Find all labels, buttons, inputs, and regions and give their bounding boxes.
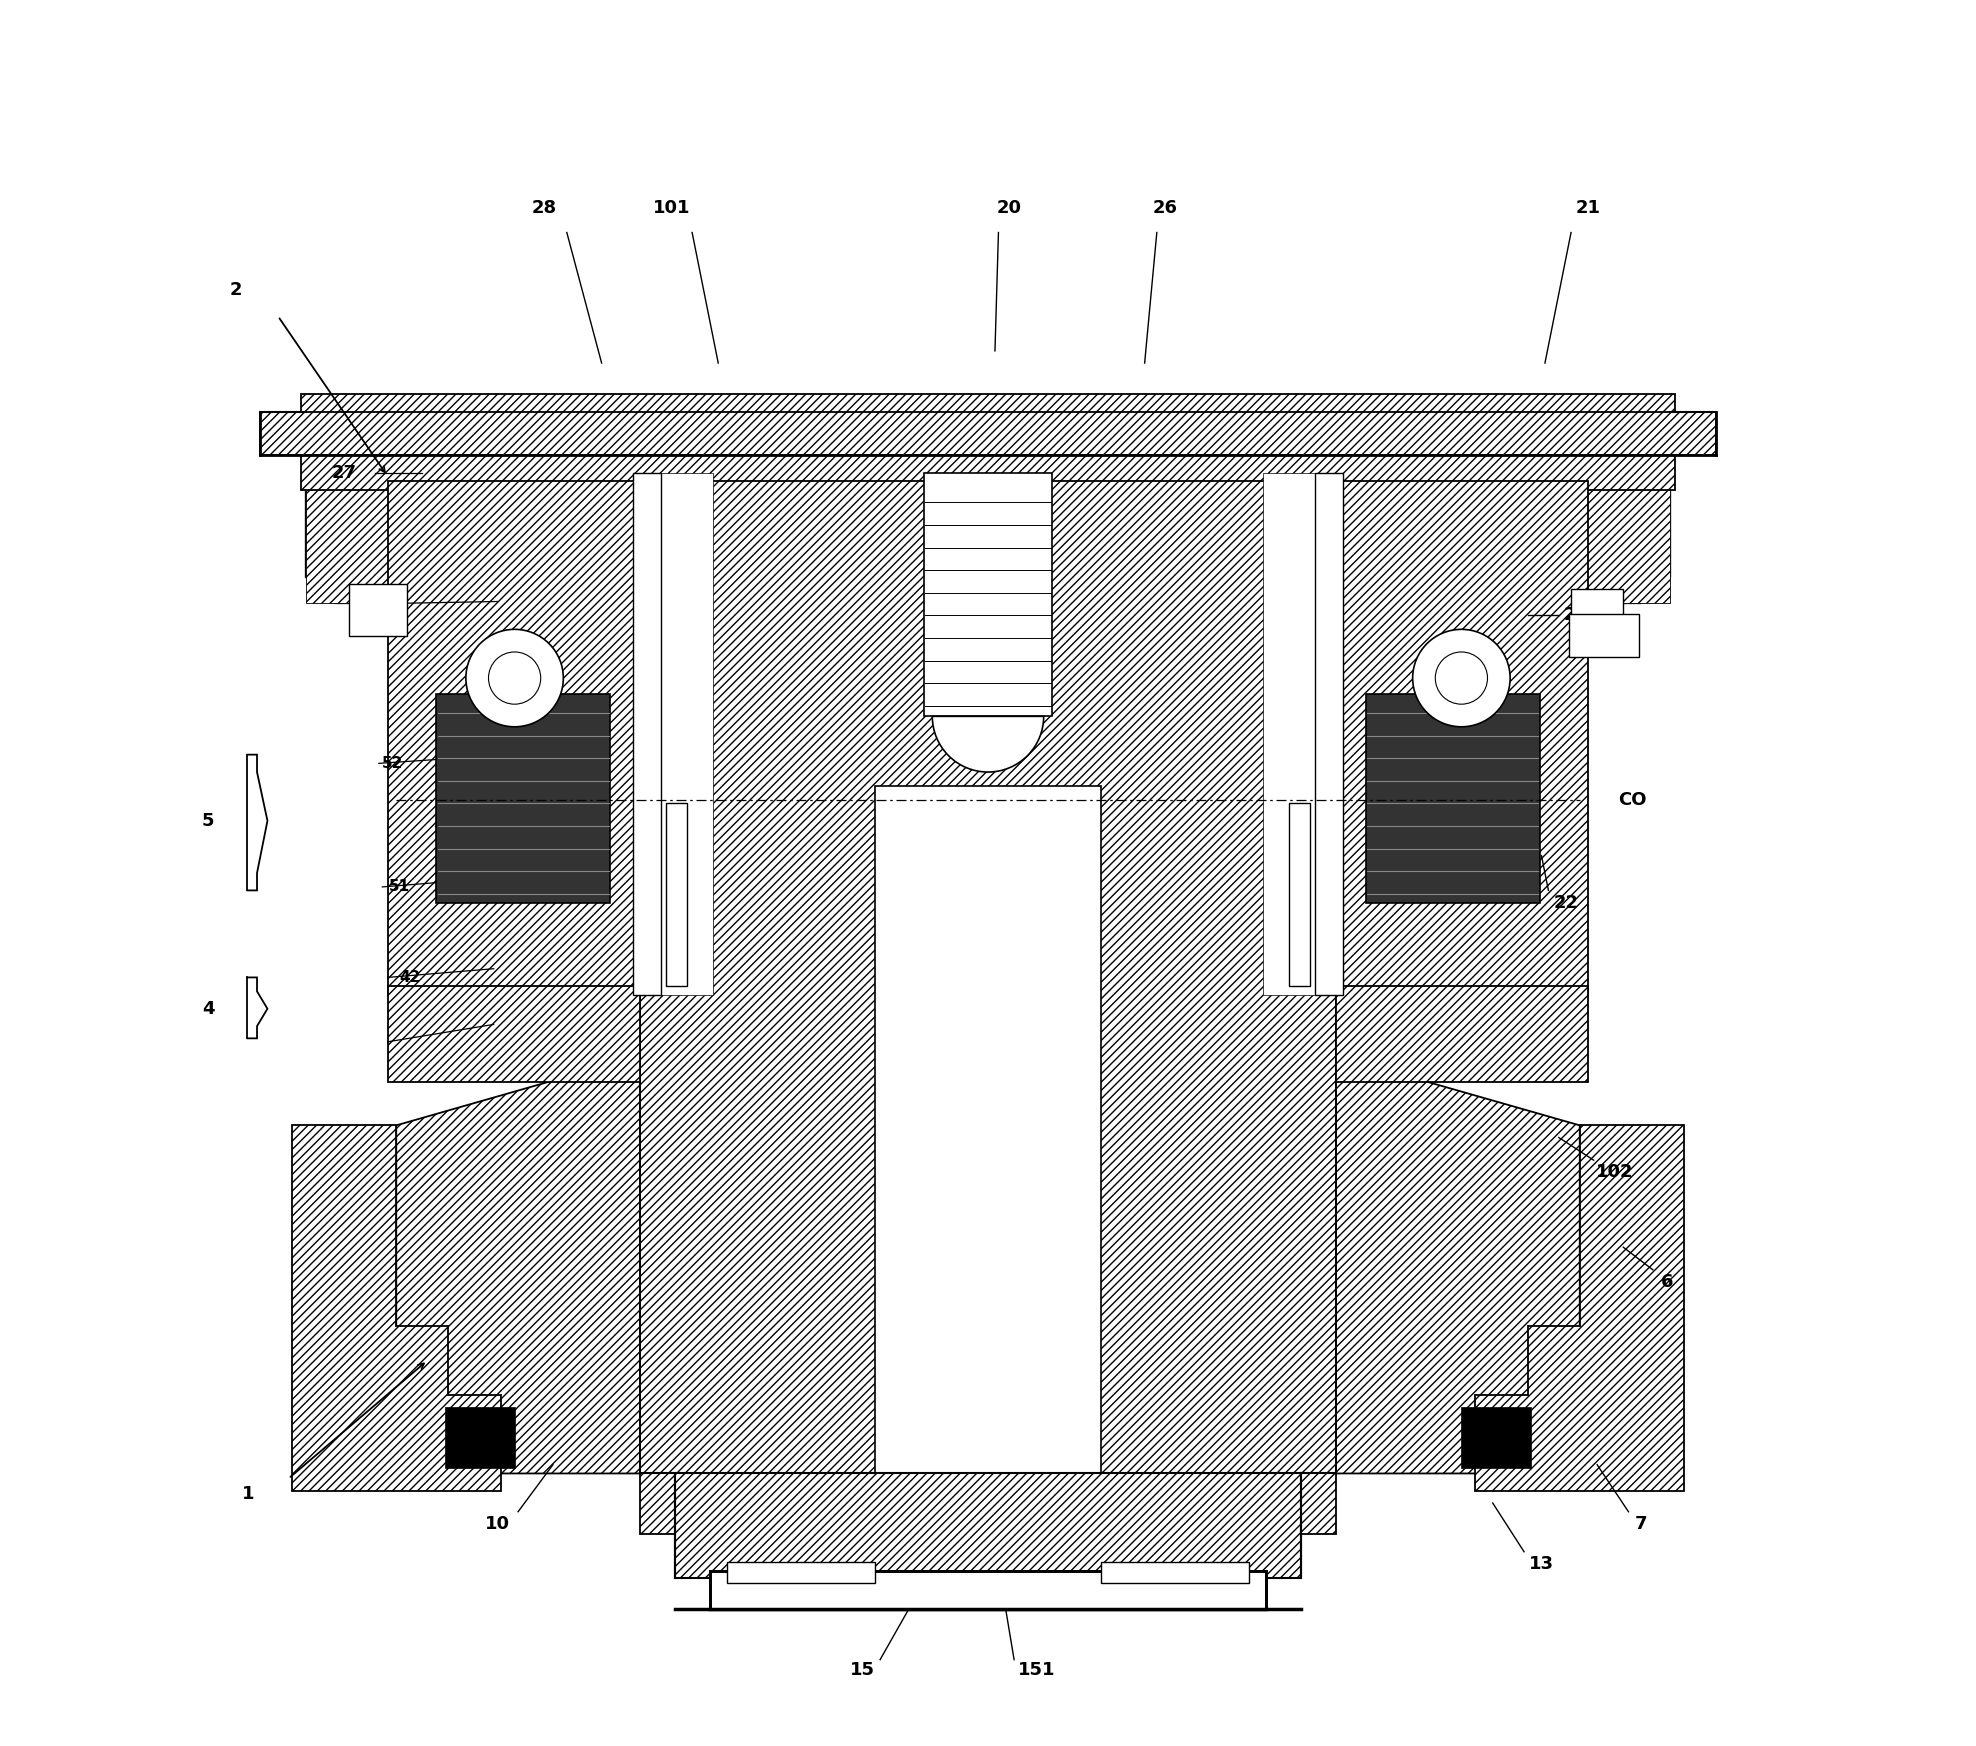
Bar [350, 585, 407, 636]
Bar [300, 395, 1676, 491]
Text: 20: 20 [996, 199, 1022, 217]
Text: 22: 22 [1553, 894, 1579, 911]
Bar [875, 786, 1101, 1535]
Text: 54: 54 [441, 819, 462, 833]
Bar [387, 986, 640, 1083]
Text: 42: 42 [399, 971, 421, 985]
Text: 10: 10 [484, 1516, 510, 1533]
Bar [632, 473, 660, 995]
Bar [666, 803, 688, 986]
Text: 101: 101 [652, 199, 690, 217]
Bar [1101, 1563, 1249, 1584]
Bar [306, 491, 1670, 602]
Text: 102: 102 [1597, 1163, 1634, 1182]
Text: 27: 27 [332, 464, 356, 482]
Circle shape [1435, 651, 1488, 704]
Bar [445, 1407, 514, 1468]
Bar [1263, 473, 1316, 995]
Text: 25: 25 [976, 1303, 1000, 1320]
Bar [1288, 803, 1310, 986]
Text: 12: 12 [368, 595, 389, 611]
Bar [640, 482, 1336, 1535]
Text: 4: 4 [202, 1000, 215, 1018]
Bar [1336, 986, 1589, 1083]
Text: 15: 15 [850, 1660, 875, 1680]
Text: 13: 13 [1529, 1556, 1553, 1573]
Wedge shape [933, 716, 1043, 772]
Bar [1571, 590, 1622, 632]
Bar [354, 590, 405, 632]
Text: 23: 23 [1563, 606, 1589, 625]
Bar [709, 1571, 1267, 1610]
Polygon shape [1476, 1126, 1684, 1491]
Bar [1462, 1407, 1531, 1468]
Bar [1365, 693, 1539, 903]
Bar [261, 412, 1715, 456]
Text: 41: 41 [399, 1034, 421, 1049]
Polygon shape [306, 491, 1670, 602]
Bar [1316, 473, 1344, 995]
Text: 52: 52 [381, 756, 403, 770]
Text: 5: 5 [202, 812, 215, 829]
Text: 28: 28 [532, 199, 557, 217]
Text: 151: 151 [1018, 1660, 1055, 1680]
Polygon shape [397, 1056, 640, 1474]
Text: 7: 7 [1634, 1516, 1646, 1533]
Bar [674, 1474, 1302, 1578]
Polygon shape [1336, 1056, 1579, 1474]
Bar [727, 1563, 875, 1584]
Text: CO: CO [1618, 791, 1646, 808]
Text: 51: 51 [389, 880, 411, 894]
Circle shape [1413, 629, 1510, 726]
Polygon shape [292, 1126, 500, 1491]
Bar [387, 482, 640, 995]
Bar [923, 473, 1053, 716]
Circle shape [488, 651, 541, 704]
Bar [660, 473, 713, 995]
Bar [437, 693, 611, 903]
Text: 2: 2 [229, 281, 243, 299]
Bar [1569, 613, 1638, 656]
Text: 26: 26 [1154, 199, 1178, 217]
Bar [1336, 482, 1589, 995]
Text: 6: 6 [1660, 1273, 1674, 1290]
Text: 1: 1 [243, 1486, 255, 1503]
Text: 21: 21 [1577, 199, 1601, 217]
Circle shape [466, 629, 563, 726]
